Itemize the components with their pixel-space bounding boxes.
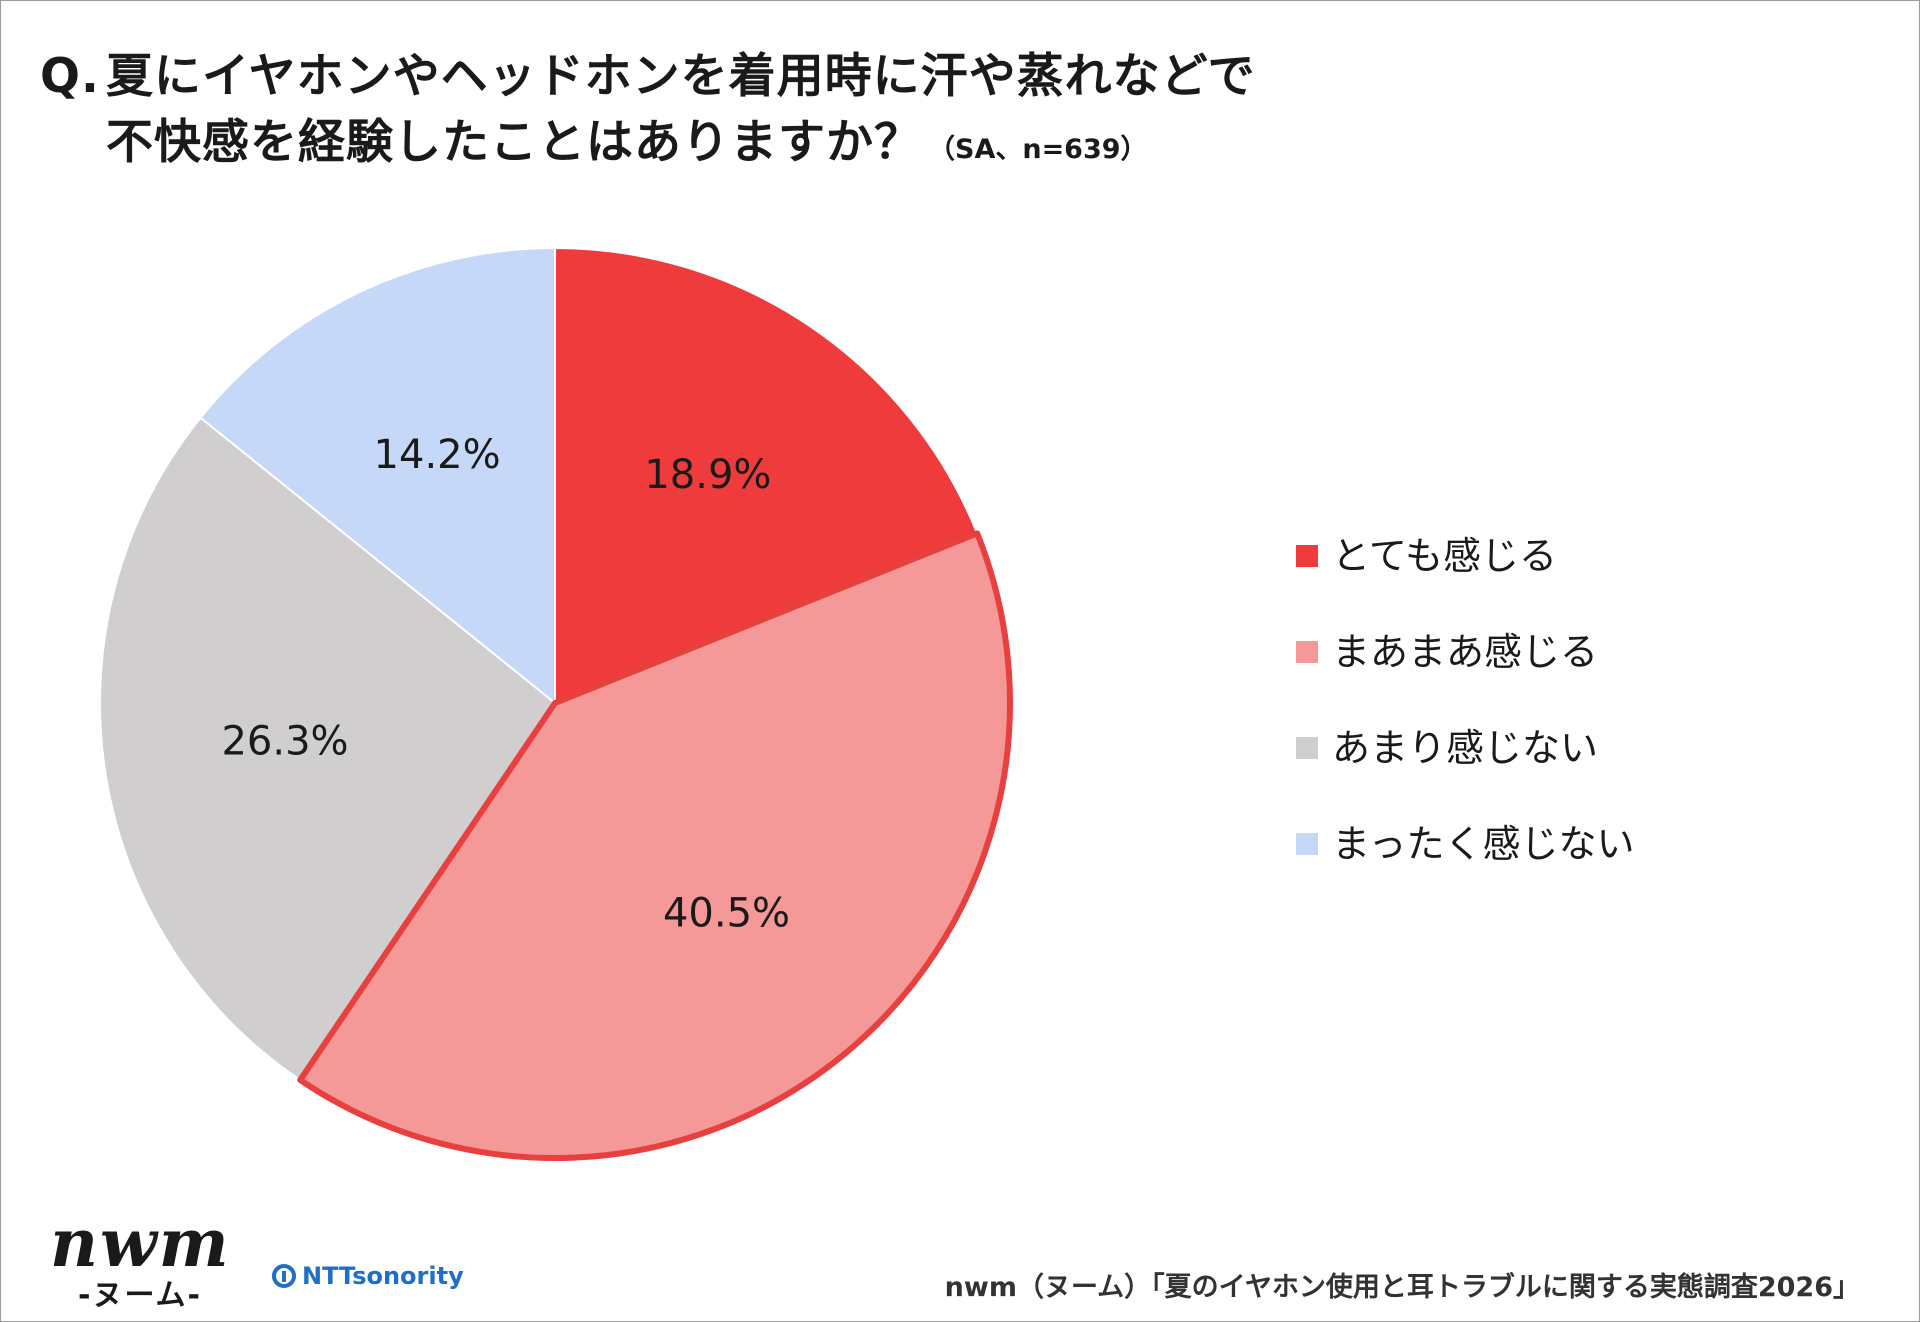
legend-label: まったく感じない bbox=[1332, 822, 1635, 866]
pie-slice-outline bbox=[297, 530, 1013, 1161]
legend-item: まったく感じない bbox=[1296, 813, 1634, 909]
slice-data-label: 14.2% bbox=[374, 432, 501, 478]
slice-data-label: 26.3% bbox=[221, 719, 348, 765]
ntt-sonority-text: NTTsonority bbox=[302, 1262, 464, 1290]
legend-swatch bbox=[1296, 545, 1318, 567]
source-credit: nwm（ヌーム）「夏のイヤホン使用と耳トラブルに関する実態調査2026」 bbox=[944, 1272, 1860, 1303]
nwm-logo-subtitle: -ヌーム- bbox=[78, 1278, 203, 1313]
ntt-sonority-logo: NTTsonority bbox=[272, 1262, 464, 1290]
pie-slice bbox=[199, 246, 556, 706]
legend-item: あまり感じない bbox=[1296, 717, 1634, 813]
chart-title: Q. 夏にイヤホンやヘッドホンを着用時に汗や蒸れなどで 不快感を経験したことはあり… bbox=[40, 44, 1256, 183]
legend-label: とても感じる bbox=[1332, 534, 1557, 578]
question-prefix: Q. bbox=[40, 49, 100, 104]
legend: とても感じる まあまあ感じる あまり感じない まったく感じない bbox=[1296, 525, 1634, 909]
legend-swatch bbox=[1296, 737, 1318, 759]
legend-item: とても感じる bbox=[1296, 525, 1634, 621]
legend-swatch bbox=[1296, 641, 1318, 663]
title-line-2: 不快感を経験したことはありますか？ bbox=[106, 115, 922, 170]
title-line-1: 夏にイヤホンやヘッドホンを着用時に汗や蒸れなどで bbox=[106, 49, 1256, 104]
slice-data-label: 18.9% bbox=[644, 452, 771, 498]
ntt-mark-icon bbox=[272, 1264, 296, 1288]
legend-item: まあまあ感じる bbox=[1296, 621, 1634, 717]
legend-label: あまり感じない bbox=[1332, 726, 1599, 770]
pie-slice bbox=[99, 416, 557, 1082]
pie-slice bbox=[554, 246, 979, 705]
slice-data-label: 40.5% bbox=[663, 890, 790, 936]
legend-swatch bbox=[1296, 833, 1318, 855]
nwm-logo: nwm bbox=[50, 1204, 231, 1282]
sample-note: （SA、n=639） bbox=[928, 134, 1148, 165]
legend-label: まあまあ感じる bbox=[1332, 630, 1599, 674]
